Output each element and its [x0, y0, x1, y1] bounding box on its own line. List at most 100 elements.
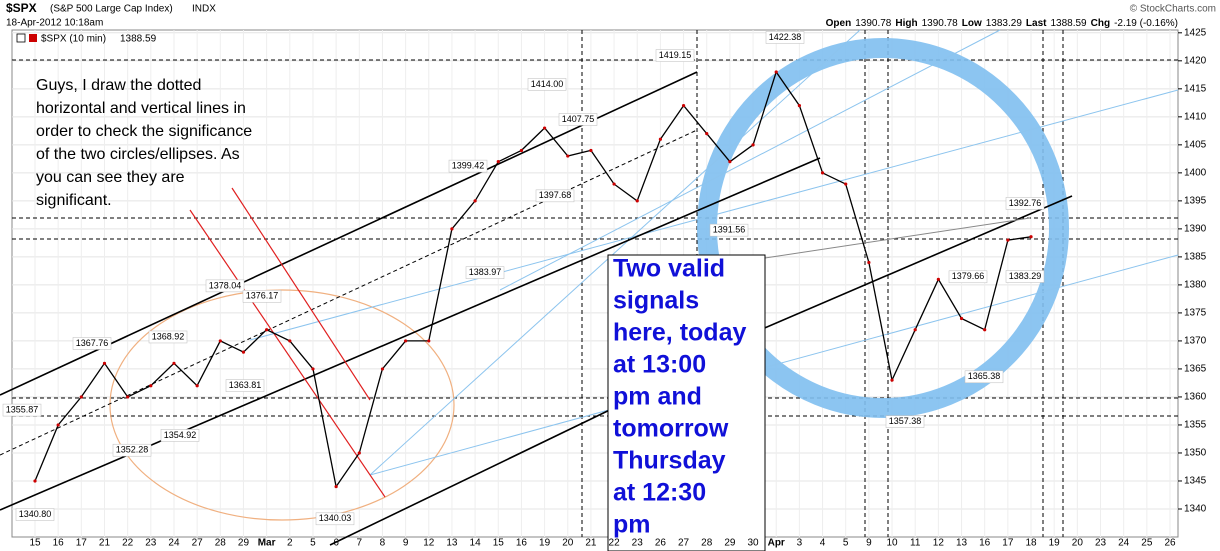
price-label-box	[205, 279, 245, 293]
x-tick-label: 18	[1025, 538, 1037, 549]
x-tick-label: 27	[192, 538, 204, 549]
x-tick-label: 12	[933, 538, 945, 549]
price-label: 1354.92	[164, 430, 197, 440]
price-label-box	[964, 370, 1004, 384]
price-label-box	[2, 403, 42, 417]
price-point	[56, 423, 60, 427]
x-tick-label: 13	[446, 538, 458, 549]
x-tick-label: 27	[678, 538, 690, 549]
blue-circle	[697, 38, 1069, 418]
price-label: 1383.97	[469, 267, 502, 277]
red-line	[189, 209, 386, 498]
y-tick-label: 1425	[1184, 27, 1207, 38]
quote-key: High	[895, 18, 917, 29]
x-tick-label: 10	[886, 538, 898, 549]
x-tick-label: 28	[215, 538, 227, 549]
y-tick-label: 1390	[1184, 224, 1207, 235]
price-label: 1392.76	[1009, 198, 1042, 208]
symbol: $SPX	[6, 1, 37, 15]
price-label-box	[448, 159, 488, 173]
price-point	[1029, 235, 1033, 239]
trend-line	[329, 404, 621, 546]
price-label: 1391.56	[713, 225, 746, 235]
price-label-box	[242, 290, 282, 303]
timestamp: 18-Apr-2012 10:18am	[6, 18, 103, 29]
trend-lines	[0, 71, 1073, 546]
legend-swatch	[16, 33, 26, 43]
price-label: 1407.75	[562, 114, 595, 124]
price-label-box	[558, 113, 598, 126]
x-tick-label: 15	[493, 538, 505, 549]
callout-box	[607, 254, 766, 551]
light-lines	[249, 29, 1179, 476]
quote-value: 1390.78	[922, 18, 959, 29]
price-point	[774, 70, 778, 74]
note-line: horizontal and vertical lines in	[36, 100, 246, 117]
price-label: 1422.38	[769, 32, 802, 42]
price-label: 1399.42	[452, 160, 485, 170]
x-tick-label: 26	[1164, 538, 1176, 549]
price-point	[218, 339, 222, 343]
price-label-box	[148, 330, 188, 344]
price-point	[542, 126, 547, 130]
price-label-box	[225, 379, 265, 392]
price-point	[589, 148, 593, 153]
price-label: 1355.87	[6, 404, 39, 414]
x-tick-label: 11	[910, 538, 921, 549]
price-label: 1357.38	[889, 416, 922, 426]
x-tick-label: 21	[585, 538, 597, 549]
price-label-box	[465, 266, 505, 279]
price-labels: 1355.87 1340.80 1367.76 1352.28 1354.92 1368.…	[2, 31, 1045, 526]
price-point	[983, 328, 987, 332]
price-label: 1383.29	[1009, 271, 1042, 281]
series	[33, 70, 1033, 489]
price-point	[288, 339, 292, 343]
quote-value: -2.19 (-0.16%)	[1114, 18, 1178, 29]
y-tick-label: 1420	[1184, 55, 1207, 66]
x-tick-label: 22	[122, 538, 134, 549]
price-label-box	[948, 270, 988, 284]
x-tick-label: Mar	[258, 538, 276, 549]
price-label: 1419.15	[659, 50, 692, 60]
callout-line: Thursday	[613, 447, 726, 475]
price-label: 1376.17	[246, 291, 279, 301]
price-point	[195, 384, 199, 388]
price-point	[751, 143, 755, 147]
legend-value: 1388.59	[120, 34, 157, 45]
x-tick-label: 5	[310, 538, 316, 549]
x-tick-label: 29	[724, 538, 736, 549]
x-tick-label: 4	[820, 538, 826, 549]
price-point	[265, 328, 269, 332]
y-tick-label: 1375	[1184, 308, 1207, 319]
price-point	[404, 339, 408, 343]
callout: Two valid signals here, today at 13:00 pm an…	[613, 255, 746, 539]
y-tick-label: 1370	[1184, 336, 1207, 347]
light-line	[499, 29, 1001, 291]
x-tick-label: 23	[145, 538, 157, 549]
price-label: 1363.81	[229, 380, 262, 390]
x-tick-label: 9	[866, 538, 872, 549]
x-tick-label: 3	[797, 538, 803, 549]
price-point	[334, 484, 338, 489]
price-point	[427, 339, 431, 343]
price-label: 1378.04	[209, 280, 242, 290]
price-point	[33, 479, 37, 483]
price-point	[380, 367, 385, 371]
x-tick-label: 21	[99, 538, 111, 549]
red-line	[231, 187, 371, 401]
price-label-box	[1005, 197, 1045, 210]
y-tick-label: 1400	[1184, 167, 1207, 178]
callout-line: at 12:30	[613, 479, 706, 507]
y-tick-label: 1415	[1184, 83, 1207, 94]
x-tick-label: 16	[979, 538, 991, 549]
callout-line: pm and	[613, 383, 702, 411]
x-tick-label: 12	[423, 538, 435, 549]
x-tick-label: 24	[1118, 538, 1130, 549]
y-tick-label: 1340	[1184, 504, 1207, 515]
y-tick-label: 1395	[1184, 196, 1207, 207]
price-label: 1365.38	[968, 371, 1001, 381]
quote-key: Chg	[1091, 18, 1110, 29]
price-point	[867, 260, 871, 265]
price-point	[728, 160, 732, 164]
